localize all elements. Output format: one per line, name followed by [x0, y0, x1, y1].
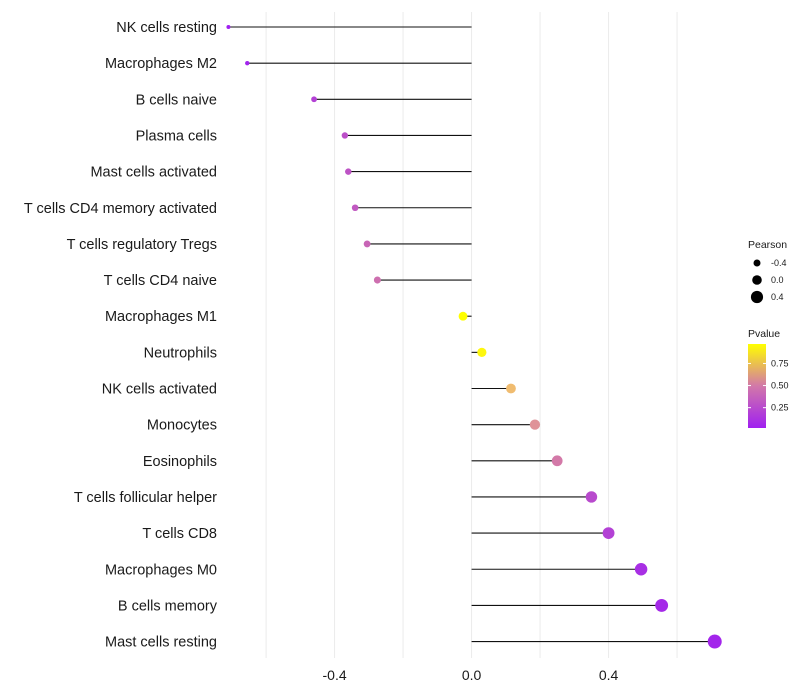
category-label: B cells naive	[136, 92, 217, 108]
pvalue-legend: Pvalue 0.75 0.50 0.25	[748, 328, 789, 428]
grid-layer	[265, 12, 678, 658]
data-point	[551, 455, 563, 467]
size-legend-label: 0.0	[771, 275, 784, 285]
category-label: T cells follicular helper	[74, 490, 217, 506]
x-tick-label: 0.0	[462, 667, 482, 683]
category-label: Macrophages M1	[105, 309, 217, 325]
category-label: T cells regulatory Tregs	[67, 237, 217, 253]
category-label: Macrophages M0	[105, 562, 217, 578]
pvalue-colorbar	[748, 344, 766, 428]
data-point	[602, 527, 615, 540]
category-label: T cells CD8	[142, 526, 217, 542]
colorbar-tick-label: 0.50	[771, 381, 789, 391]
size-legend-label: -0.4	[771, 258, 787, 268]
data-point	[373, 276, 381, 284]
category-label: Mast cells activated	[90, 165, 217, 181]
data-point	[655, 598, 669, 612]
category-label: Neutrophils	[144, 345, 217, 361]
category-label: NK cells activated	[102, 382, 217, 398]
category-label: T cells CD4 naive	[104, 273, 217, 289]
data-point	[585, 491, 598, 503]
category-label: Monocytes	[147, 418, 217, 434]
y-axis-labels: NK cells resting Macrophages M2 B cells na…	[24, 20, 218, 651]
category-label: NK cells resting	[116, 20, 217, 36]
data-point	[707, 634, 722, 649]
colorbar-tick-label: 0.25	[771, 403, 789, 413]
data-point	[245, 60, 250, 66]
size-legend-dot	[752, 275, 762, 285]
data-point	[345, 168, 352, 175]
pearson-legend: Pearson -0.4 0.0 0.4	[748, 239, 787, 304]
x-tick-label: -0.4	[323, 667, 347, 683]
size-legend-dot	[750, 290, 764, 304]
data-point	[341, 132, 349, 139]
data-point	[506, 383, 516, 394]
category-label: Eosinophils	[143, 454, 217, 470]
data-point	[311, 96, 317, 103]
category-label: Macrophages M2	[105, 56, 217, 72]
data-point	[351, 204, 359, 212]
point-layer	[226, 25, 722, 649]
x-tick-label: 0.4	[599, 667, 619, 683]
category-label: T cells CD4 memory activated	[24, 201, 217, 217]
data-point	[363, 240, 371, 248]
x-axis-ticks: -0.4 0.0 0.4	[323, 667, 619, 683]
category-label: Mast cells resting	[105, 635, 217, 651]
pvalue-legend-title: Pvalue	[748, 328, 780, 340]
category-label: B cells memory	[118, 598, 218, 614]
category-label: Plasma cells	[136, 128, 217, 144]
colorbar-tick-label: 0.75	[771, 358, 789, 368]
data-point	[226, 25, 231, 29]
pearson-legend-title: Pearson	[748, 239, 787, 251]
stem-layer	[228, 26, 715, 643]
data-point	[477, 347, 487, 357]
data-point	[458, 311, 468, 321]
data-point	[634, 563, 648, 576]
data-point	[529, 419, 541, 430]
size-legend-label: 0.4	[771, 292, 784, 302]
size-legend-dot	[753, 259, 761, 267]
